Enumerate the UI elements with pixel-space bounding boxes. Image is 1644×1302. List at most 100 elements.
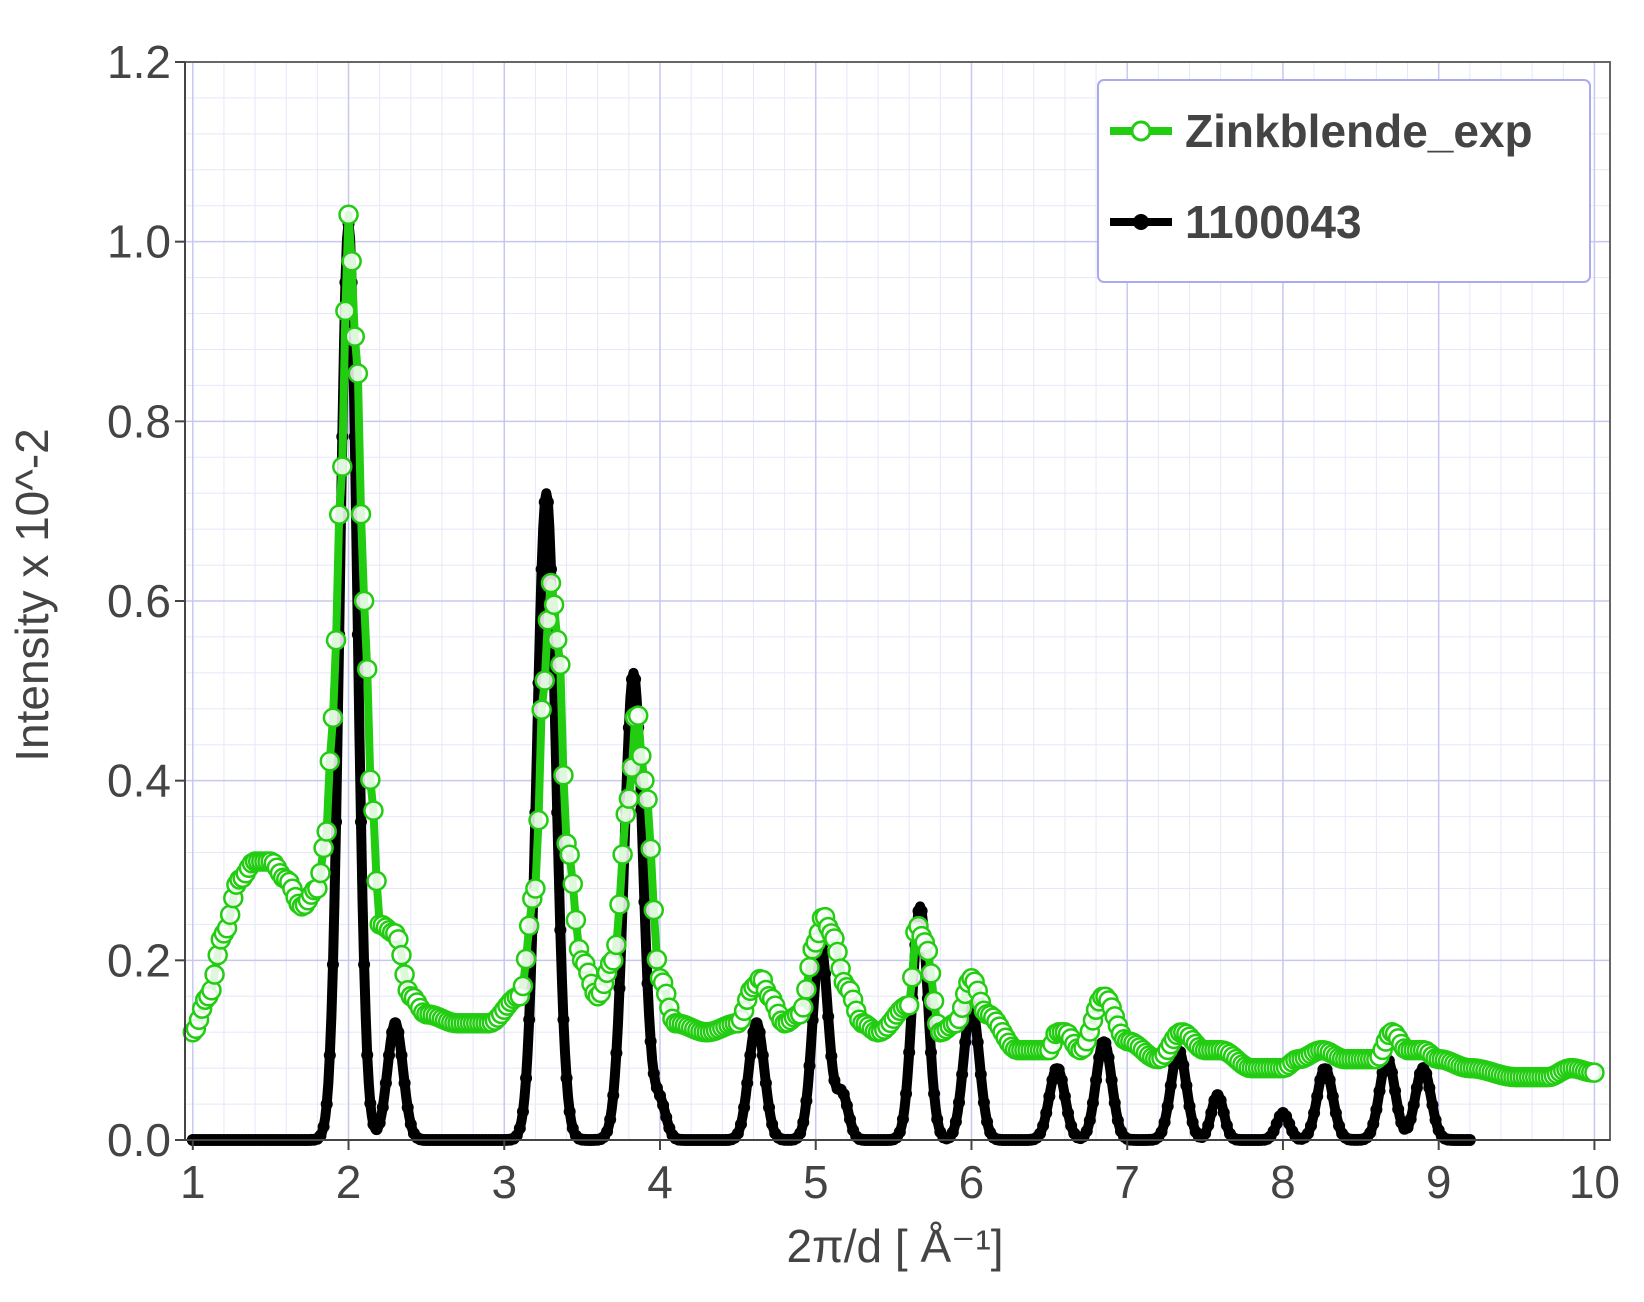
legend-label-1100043: 1100043 — [1185, 196, 1362, 248]
data-point-zinkblende — [219, 904, 241, 926]
data-point-zinkblende — [353, 590, 375, 612]
data-point-1100043 — [837, 1088, 850, 1101]
data-point-zinkblende — [360, 769, 381, 791]
y-axis: 0.0 0.2 0.4 0.6 0.8 1.0 1.2 — [107, 36, 186, 1166]
data-point-1100043 — [376, 1101, 389, 1114]
data-point-1100043 — [523, 1013, 536, 1026]
data-point-1100043 — [629, 673, 642, 686]
data-point-1100043 — [931, 1113, 944, 1126]
data-point-1100043 — [756, 1049, 769, 1062]
data-point-1100043 — [1111, 1114, 1124, 1127]
data-point-1100043 — [1205, 1106, 1218, 1119]
data-point-zinkblende — [920, 963, 942, 984]
data-point-zinkblende — [512, 975, 534, 997]
data-point-zinkblende — [356, 659, 378, 680]
data-point-1100043 — [1389, 1084, 1402, 1097]
data-point-zinkblende — [550, 654, 571, 676]
data-point-1100043 — [535, 563, 548, 576]
data-point-1100043 — [351, 628, 364, 641]
data-point-zinkblende — [1584, 1062, 1605, 1083]
data-point-1100043 — [660, 1111, 673, 1124]
data-point-1100043 — [1164, 1079, 1177, 1092]
data-point-zinkblende — [534, 670, 556, 691]
data-point-1100043 — [1410, 1081, 1423, 1094]
data-point-1100043 — [1407, 1098, 1420, 1111]
data-point-1100043 — [1155, 1126, 1168, 1139]
data-point-1100043 — [1311, 1090, 1324, 1103]
data-point-1100043 — [903, 1046, 916, 1059]
data-point-1100043 — [361, 1049, 374, 1062]
x-tick-label: 6 — [959, 1156, 985, 1208]
y-tick-label: 1.2 — [107, 36, 171, 88]
data-point-zinkblende — [515, 948, 537, 970]
data-point-zinkblende — [335, 300, 356, 322]
data-point-zinkblende — [528, 809, 549, 831]
data-point-1100043 — [1392, 1103, 1405, 1116]
data-point-1100043 — [974, 1068, 987, 1081]
data-point-1100043 — [1105, 1074, 1118, 1087]
x-tick-label: 8 — [1270, 1156, 1296, 1208]
data-point-1100043 — [1420, 1067, 1433, 1080]
data-point-zinkblende — [637, 789, 658, 810]
data-point-zinkblende — [322, 707, 344, 729]
x-tick-label: 1 — [180, 1156, 206, 1208]
data-point-zinkblende — [634, 770, 655, 791]
data-point-1100043 — [358, 958, 371, 971]
data-point-1100043 — [320, 1098, 333, 1111]
data-point-1100043 — [956, 1068, 969, 1081]
data-point-1100043 — [844, 1113, 856, 1126]
data-point-1100043 — [738, 1101, 751, 1114]
data-point-1100043 — [1426, 1099, 1439, 1112]
x-tick-label: 3 — [491, 1156, 517, 1208]
data-point-1100043 — [654, 1089, 666, 1102]
data-point-1100043 — [647, 1067, 660, 1080]
data-point-zinkblende — [319, 750, 341, 772]
data-point-1100043 — [822, 1010, 835, 1023]
data-point-1100043 — [731, 1127, 744, 1140]
data-point-zinkblende — [627, 705, 649, 726]
data-point-zinkblende — [546, 629, 568, 651]
data-point-1100043 — [896, 1113, 909, 1126]
data-point-1100043 — [383, 1049, 396, 1062]
data-point-1100043 — [915, 905, 928, 918]
data-point-1100043 — [953, 1096, 966, 1109]
data-point-1100043 — [551, 806, 564, 819]
data-point-zinkblende — [325, 629, 347, 651]
data-point-1100043 — [323, 1049, 336, 1062]
data-point-1100043 — [544, 563, 557, 576]
data-point-1100043 — [971, 1036, 984, 1049]
data-point-1100043 — [607, 1089, 620, 1102]
data-point-zinkblende — [344, 326, 366, 347]
data-point-zinkblende — [543, 594, 565, 616]
data-point-1100043 — [797, 1116, 810, 1129]
data-point-1100043 — [1083, 1114, 1096, 1127]
data-point-1100043 — [1373, 1084, 1386, 1097]
data-point-1100043 — [1040, 1107, 1053, 1120]
data-point-zinkblende — [204, 964, 225, 985]
data-point-1100043 — [1046, 1073, 1059, 1086]
data-point-1100043 — [803, 1059, 816, 1072]
data-point-1100043 — [560, 1072, 573, 1085]
x-axis: 1 2 3 4 5 6 7 8 9 10 — [180, 1139, 1620, 1208]
data-point-1100043 — [1158, 1116, 1171, 1129]
data-point-1100043 — [1404, 1113, 1417, 1126]
data-point-1100043 — [1202, 1119, 1215, 1132]
data-point-1100043 — [1429, 1114, 1442, 1127]
y-tick-label: 0.8 — [107, 395, 171, 447]
data-point-1100043 — [1055, 1073, 1068, 1086]
data-point-1100043 — [949, 1115, 962, 1128]
data-point-zinkblende — [391, 944, 412, 966]
data-point-1100043 — [1385, 1066, 1398, 1079]
data-point-1100043 — [819, 967, 832, 980]
data-point-1100043 — [946, 1126, 959, 1139]
data-point-1100043 — [601, 1125, 614, 1138]
data-point-1100043 — [1080, 1125, 1093, 1138]
data-point-zinkblende — [313, 837, 334, 859]
data-point-zinkblende — [902, 967, 923, 988]
data-point-1100043 — [1367, 1117, 1380, 1130]
data-point-1100043 — [741, 1077, 754, 1090]
y-tick-label: 0.2 — [107, 934, 171, 986]
data-point-1100043 — [1090, 1074, 1103, 1087]
data-point-1100043 — [1161, 1100, 1174, 1113]
data-point-1100043 — [557, 1013, 570, 1026]
